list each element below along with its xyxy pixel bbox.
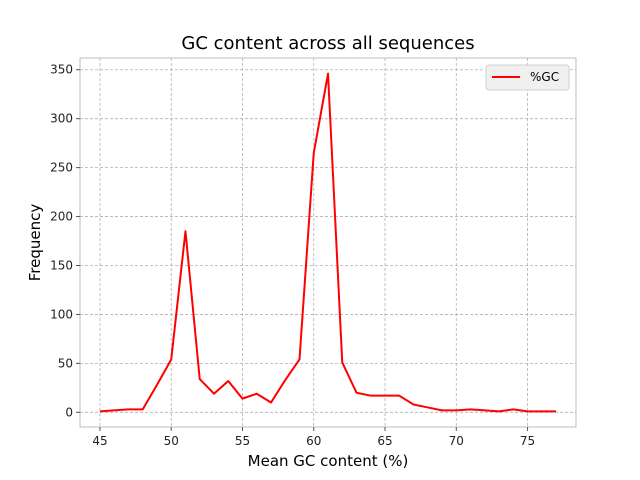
y-tick-label: 350 (50, 63, 73, 77)
y-axis-ticks: 0 50 100 150 200 250 300 350 (50, 63, 80, 419)
chart-title: GC content across all sequences (181, 33, 474, 54)
y-tick-label: 200 (50, 210, 73, 224)
x-tick-label: 55 (235, 434, 250, 448)
x-tick-label: 60 (306, 434, 321, 448)
legend-box (485, 64, 570, 91)
y-tick-label: 50 (58, 356, 73, 370)
plot-area (79, 57, 577, 428)
y-tick-label: 300 (50, 112, 73, 126)
series-line (99, 72, 557, 413)
y-tick-label: 250 (50, 161, 73, 175)
x-tick-label: 70 (449, 434, 464, 448)
y-tick-label: 150 (50, 259, 73, 273)
x-tick-label: 50 (164, 434, 179, 448)
x-tick-label: 75 (520, 434, 535, 448)
legend: %GC (485, 64, 570, 91)
grid (80, 58, 576, 427)
x-axis-title: Mean GC content (%) (248, 452, 409, 470)
x-axis-ticks: 45 50 55 60 65 70 75 (92, 427, 535, 448)
x-tick-label: 65 (377, 434, 392, 448)
y-axis-title: Frequency (26, 204, 44, 282)
y-tick-label: 0 (65, 405, 73, 419)
series-layer (99, 72, 557, 413)
legend-label: %GC (530, 70, 559, 84)
x-tick-label: 45 (92, 434, 107, 448)
y-tick-label: 100 (50, 307, 73, 321)
